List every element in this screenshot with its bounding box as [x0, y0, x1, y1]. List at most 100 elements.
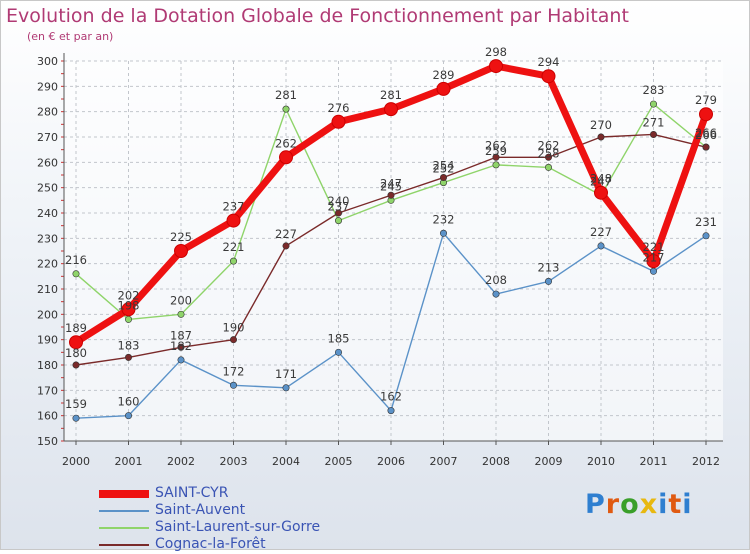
- legend-label: SAINT-CYR: [155, 485, 229, 501]
- data-label-saint-auvent: 213: [538, 260, 560, 274]
- data-label-saint-laurent-sur-gorre: 252: [433, 162, 455, 176]
- point-saint-cyr: [226, 213, 241, 228]
- data-label-cognac-la-for-t: 271: [643, 115, 665, 129]
- brand-letter: r: [605, 489, 621, 520]
- brand-letter: o: [620, 489, 640, 520]
- data-label-saint-cyr: 294: [538, 55, 560, 69]
- data-label-saint-laurent-sur-gorre: 216: [65, 253, 87, 267]
- data-label-saint-cyr: 276: [328, 101, 350, 115]
- data-label-saint-laurent-sur-gorre: 281: [275, 88, 297, 102]
- data-label-saint-laurent-sur-gorre: 245: [380, 179, 402, 193]
- point-cognac-la-for-t: [649, 130, 657, 138]
- point-saint-laurent-sur-gorre: [230, 257, 238, 265]
- data-label-saint-auvent: 217: [643, 250, 665, 264]
- chart-title: Evolution de la Dotation Globale de Fonc…: [6, 5, 629, 27]
- point-saint-cyr: [436, 81, 451, 96]
- legend-label: Cognac-la-Forêt: [155, 536, 266, 552]
- data-label-cognac-la-for-t: 270: [590, 118, 612, 132]
- data-label-saint-laurent-sur-gorre: 198: [118, 298, 140, 312]
- data-label-saint-auvent: 172: [223, 364, 245, 378]
- data-label-saint-auvent: 159: [65, 397, 87, 411]
- point-saint-laurent-sur-gorre: [492, 161, 500, 169]
- point-cognac-la-for-t: [544, 153, 552, 161]
- brand-letter: t: [668, 489, 683, 520]
- point-cognac-la-for-t: [230, 336, 238, 344]
- point-saint-auvent: [230, 381, 238, 389]
- x-tick-label: 2005: [325, 455, 353, 468]
- y-tick-label: 290: [37, 80, 58, 93]
- data-label-saint-laurent-sur-gorre: 221: [223, 240, 245, 254]
- x-tick-label: 2012: [692, 455, 720, 468]
- point-saint-laurent-sur-gorre: [282, 105, 290, 113]
- data-label-cognac-la-for-t: 262: [538, 138, 560, 152]
- data-label-saint-cyr: 237: [223, 200, 245, 214]
- data-label-cognac-la-for-t: 266: [695, 128, 717, 142]
- y-tick-label: 280: [37, 106, 58, 119]
- point-saint-cyr: [699, 107, 713, 122]
- data-label-saint-laurent-sur-gorre: 258: [538, 146, 560, 160]
- data-label-saint-cyr: 298: [485, 45, 507, 59]
- x-tick-label: 2006: [377, 455, 405, 468]
- y-tick-label: 270: [37, 131, 58, 144]
- legend-swatch: [99, 527, 149, 529]
- data-label-cognac-la-for-t: 180: [65, 346, 87, 360]
- data-label-saint-auvent: 208: [485, 273, 507, 287]
- brand-letter: i: [658, 489, 669, 520]
- point-cognac-la-for-t: [282, 242, 290, 250]
- y-tick-label: 160: [37, 410, 58, 423]
- data-label-saint-cyr: 289: [433, 68, 455, 82]
- data-label-saint-auvent: 227: [590, 225, 612, 239]
- point-saint-laurent-sur-gorre: [125, 315, 133, 323]
- legend-label: Saint-Laurent-sur-Gorre: [155, 519, 321, 535]
- x-tick-label: 2004: [272, 455, 300, 468]
- y-tick-label: 220: [37, 258, 58, 271]
- x-tick-label: 2007: [430, 455, 458, 468]
- data-label-saint-laurent-sur-gorre: 259: [485, 144, 507, 158]
- data-label-saint-laurent-sur-gorre: 283: [643, 83, 665, 97]
- point-saint-auvent: [125, 412, 133, 420]
- brand-letter: i: [682, 489, 693, 520]
- x-tick-label: 2000: [62, 455, 90, 468]
- y-tick-label: 250: [37, 182, 58, 195]
- point-saint-auvent: [334, 348, 342, 356]
- x-tick-label: 2010: [587, 455, 615, 468]
- data-label-cognac-la-for-t: 187: [170, 328, 192, 342]
- y-tick-label: 200: [37, 308, 58, 321]
- y-tick-label: 150: [37, 435, 58, 448]
- brand-letter: P: [585, 489, 606, 520]
- x-tick-label: 2003: [220, 455, 248, 468]
- chart-subtitle: (en € et par an): [27, 30, 114, 43]
- point-saint-cyr: [541, 69, 556, 84]
- data-label-cognac-la-for-t: 227: [275, 227, 297, 241]
- data-label-saint-auvent: 185: [328, 331, 350, 345]
- data-label-cognac-la-for-t: 254: [433, 159, 455, 173]
- data-label-saint-auvent: 232: [433, 212, 455, 226]
- data-label-saint-auvent: 160: [118, 395, 140, 409]
- point-cognac-la-for-t: [492, 153, 500, 161]
- data-label-cognac-la-for-t: 183: [118, 338, 140, 352]
- point-saint-cyr: [69, 335, 83, 350]
- y-tick-label: 260: [37, 156, 58, 169]
- data-label-saint-auvent: 171: [275, 367, 297, 381]
- legend-swatch: [99, 490, 149, 498]
- data-label-saint-laurent-sur-gorre: 200: [170, 293, 192, 307]
- x-tick-label: 2011: [640, 455, 668, 468]
- point-saint-auvent: [702, 232, 710, 240]
- point-saint-cyr: [646, 254, 661, 269]
- y-tick-label: 170: [37, 384, 58, 397]
- y-tick-label: 210: [37, 283, 58, 296]
- data-label-saint-auvent: 182: [170, 339, 192, 353]
- point-saint-auvent: [72, 414, 80, 422]
- data-label-saint-cyr: 189: [65, 321, 87, 335]
- point-saint-cyr: [331, 114, 346, 129]
- point-cognac-la-for-t: [387, 191, 395, 199]
- point-saint-auvent: [387, 407, 395, 415]
- point-cognac-la-for-t: [597, 133, 605, 141]
- data-label-cognac-la-for-t: 247: [380, 176, 402, 190]
- plot-area: [64, 61, 723, 441]
- data-label-saint-cyr: 248: [590, 172, 612, 186]
- point-saint-auvent: [649, 267, 657, 275]
- data-label-saint-cyr: 279: [695, 93, 717, 107]
